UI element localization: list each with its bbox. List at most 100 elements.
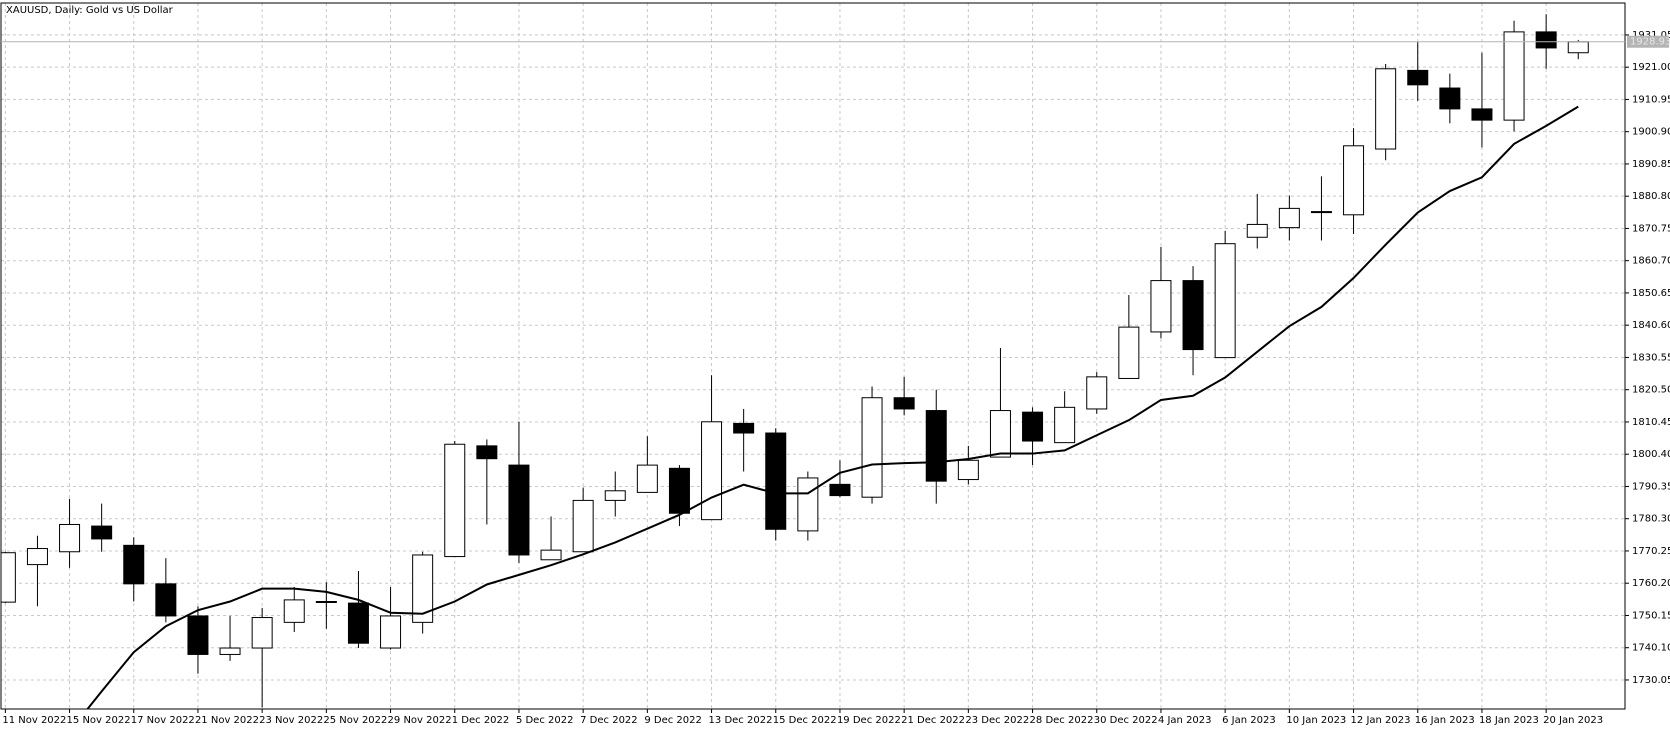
x-tick-label: 17 Nov 2022 [131, 715, 195, 726]
y-tick-label: 1810.45 [1632, 417, 1670, 428]
candle-body [893, 397, 915, 410]
candle-body [1567, 41, 1589, 54]
candle-body [1086, 376, 1108, 410]
y-tick-label: 1921.00 [1632, 62, 1670, 73]
candle-body [733, 422, 755, 434]
y-tick-label: 1910.95 [1632, 94, 1670, 105]
y-tick-label: 1900.90 [1632, 127, 1670, 138]
x-tick-label: 23 Nov 2022 [259, 715, 323, 726]
y-tick-label: 1730.05 [1632, 675, 1670, 686]
x-tick-label: 12 Jan 2023 [1351, 715, 1411, 726]
y-tick-label: 1820.50 [1632, 385, 1670, 396]
candle-body [444, 443, 466, 558]
y-tick-label: 1870.75 [1632, 223, 1670, 234]
candle-body [1, 552, 16, 603]
y-tick-label: 1840.60 [1632, 320, 1670, 331]
x-tick-label: 7 Dec 2022 [580, 715, 638, 726]
candle-body [26, 548, 48, 566]
candle-body [701, 421, 723, 521]
y-tick-label: 1880.80 [1632, 191, 1670, 202]
candle-body [1118, 326, 1140, 379]
candle-body [315, 600, 337, 603]
y-tick-label: 1790.35 [1632, 481, 1670, 492]
candle-body [1278, 207, 1300, 229]
candle-body [380, 615, 402, 649]
y-tick-label: 1740.10 [1632, 643, 1670, 654]
candle-body [123, 544, 145, 585]
x-tick-label: 9 Dec 2022 [644, 715, 702, 726]
y-tick-label: 1770.25 [1632, 546, 1670, 557]
x-tick-label: 10 Jan 2023 [1286, 715, 1346, 726]
y-tick-label: 1860.70 [1632, 256, 1670, 267]
candle-body [1439, 87, 1461, 110]
candle-body [476, 445, 498, 460]
moving-average [86, 105, 1579, 709]
candle-body [636, 464, 658, 493]
y-tick-label: 1760.20 [1632, 578, 1670, 589]
candle-body [572, 499, 594, 553]
plot [1, 14, 1589, 709]
x-tick-label: 29 Nov 2022 [388, 715, 452, 726]
x-tick-label: 16 Jan 2023 [1415, 715, 1475, 726]
x-tick-label: 6 Jan 2023 [1222, 715, 1276, 726]
x-tick-label: 15 Dec 2022 [773, 715, 837, 726]
candle-body [829, 483, 851, 497]
x-tick-label: 5 Dec 2022 [516, 715, 574, 726]
candle-body [668, 467, 690, 514]
candle-body [347, 602, 369, 644]
x-tick-label: 21 Nov 2022 [195, 715, 259, 726]
x-tick-label: 13 Dec 2022 [709, 715, 773, 726]
candle-body [1471, 108, 1493, 121]
candle-body [1503, 31, 1525, 121]
candle-body [1022, 411, 1044, 442]
x-tick-label: 23 Dec 2022 [965, 715, 1029, 726]
x-tick-label: 4 Jan 2023 [1158, 715, 1212, 726]
candle-body [1150, 280, 1172, 333]
candle-body [604, 490, 626, 501]
candle-body [957, 459, 979, 481]
candle-body [1375, 68, 1397, 150]
plot-frame [0, 2, 1626, 710]
candle-body [1535, 31, 1557, 49]
candle-body [91, 525, 113, 540]
candle-body [1182, 280, 1204, 351]
candle-body [283, 599, 305, 623]
chart-title: XAUUSD, Daily: Gold vs US Dollar [6, 5, 174, 16]
y-tick-label: 1931.05 [1632, 30, 1670, 41]
candle-body [989, 410, 1011, 458]
candle-body [59, 523, 81, 553]
x-tick-label: 15 Nov 2022 [67, 715, 131, 726]
candle-body [187, 615, 209, 655]
candle-body [765, 432, 787, 530]
x-tick-label: 18 Jan 2023 [1479, 715, 1539, 726]
candle-body [1310, 211, 1332, 214]
last-price-box [1627, 35, 1669, 48]
candle-body [508, 464, 530, 556]
y-tick-label: 1830.55 [1632, 352, 1670, 363]
y-tick-label: 1800.40 [1632, 449, 1670, 460]
candle-body [925, 410, 947, 482]
x-tick-label: 25 Nov 2022 [323, 715, 387, 726]
last-price-label: 1928.93 [1630, 37, 1670, 48]
candle-body [251, 617, 273, 649]
y-tick-label: 1750.15 [1632, 610, 1670, 621]
candle-body [412, 554, 434, 623]
candle-body [155, 583, 177, 617]
candle-body [540, 549, 562, 561]
candle-body [861, 397, 883, 498]
x-tick-label: 21 Dec 2022 [901, 715, 965, 726]
x-tick-label: 11 Nov 2022 [2, 715, 66, 726]
candle-body [1054, 406, 1076, 444]
x-tick-label: 19 Dec 2022 [837, 715, 901, 726]
y-tick-label: 1780.30 [1632, 514, 1670, 525]
y-tick-label: 1850.65 [1632, 288, 1670, 299]
candle-body [797, 477, 819, 532]
x-tick-label: 1 Dec 2022 [452, 715, 510, 726]
candle-body [1343, 145, 1365, 216]
x-tick-label: 28 Dec 2022 [1030, 715, 1094, 726]
x-tick-label: 30 Dec 2022 [1094, 715, 1158, 726]
candle-body [1407, 69, 1429, 86]
candle-body [1246, 223, 1268, 238]
y-tick-label: 1890.85 [1632, 159, 1670, 170]
